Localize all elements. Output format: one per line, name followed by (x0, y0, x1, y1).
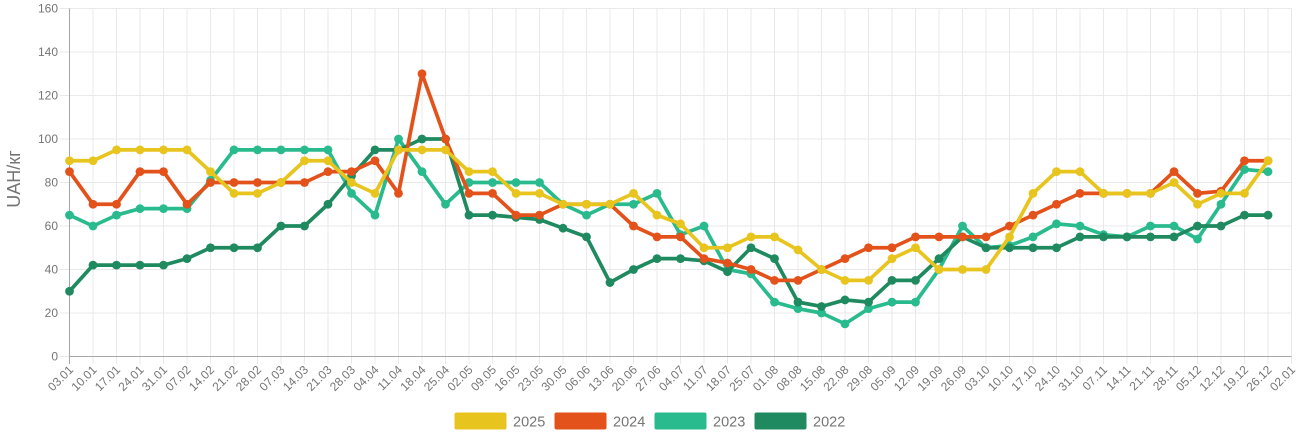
svg-text:UAH/кг: UAH/кг (4, 150, 24, 208)
svg-text:2024: 2024 (613, 415, 645, 431)
svg-text:2025: 2025 (513, 415, 545, 431)
svg-text:2022: 2022 (813, 415, 845, 431)
svg-text:20: 20 (45, 306, 59, 320)
svg-text:80: 80 (45, 176, 59, 190)
svg-text:160: 160 (38, 2, 58, 16)
svg-text:40: 40 (45, 263, 59, 277)
svg-text:140: 140 (38, 45, 58, 59)
svg-text:2023: 2023 (713, 415, 745, 431)
svg-text:100: 100 (38, 132, 58, 146)
svg-text:120: 120 (38, 89, 58, 103)
svg-text:60: 60 (45, 219, 59, 233)
svg-text:0: 0 (51, 350, 58, 364)
